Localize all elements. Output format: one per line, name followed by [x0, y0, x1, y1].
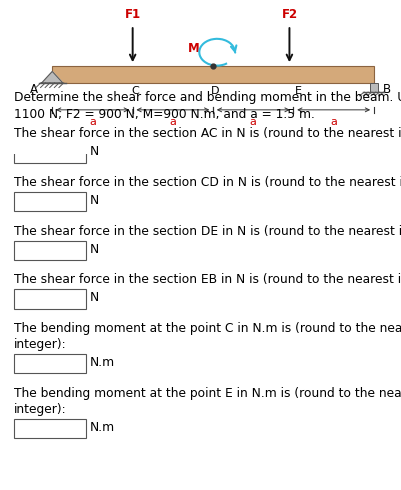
Text: F2: F2	[281, 7, 297, 21]
Bar	[14, 289, 86, 309]
Text: Determine the shear force and bending moment in the beam. Use F1 =: Determine the shear force and bending mo…	[14, 91, 401, 103]
Text: M: M	[187, 42, 198, 55]
Text: A: A	[30, 83, 38, 97]
Text: N: N	[90, 292, 99, 304]
Text: N.m: N.m	[90, 356, 115, 369]
Bar	[14, 418, 86, 438]
Text: integer):: integer):	[14, 338, 67, 351]
Text: B: B	[382, 83, 390, 97]
Text: The shear force in the section AC in N is (round to the nearest integer):: The shear force in the section AC in N i…	[14, 127, 401, 140]
Text: a: a	[329, 117, 336, 127]
Text: C: C	[131, 86, 139, 96]
Text: The bending moment at the point E in N.m is (round to the nearest: The bending moment at the point E in N.m…	[14, 387, 401, 400]
Text: N: N	[90, 243, 99, 256]
Text: The shear force in the section CD in N is (round to the nearest integer):: The shear force in the section CD in N i…	[14, 176, 401, 189]
Bar	[14, 241, 86, 260]
Text: F1: F1	[124, 7, 140, 21]
Bar	[14, 192, 86, 211]
Bar	[14, 143, 86, 163]
Text: E: E	[294, 86, 301, 96]
Text: N: N	[90, 194, 99, 207]
Text: N.m: N.m	[90, 420, 115, 434]
Text: a: a	[89, 117, 96, 127]
Bar	[14, 354, 86, 373]
Text: N: N	[90, 145, 99, 158]
Polygon shape	[52, 66, 373, 83]
Text: D: D	[211, 86, 219, 96]
Text: a: a	[249, 117, 256, 127]
Text: The bending moment at the point C in N.m is (round to the nearest: The bending moment at the point C in N.m…	[14, 322, 401, 335]
Text: The shear force in the section DE in N is (round to the nearest integer):: The shear force in the section DE in N i…	[14, 225, 401, 238]
Text: 1100 N, F2 = 900 N, M=900 N.m, and a = 1.5 m.: 1100 N, F2 = 900 N, M=900 N.m, and a = 1…	[14, 108, 314, 121]
Bar	[369, 83, 377, 92]
Text: The shear force in the section EB in N is (round to the nearest integer):: The shear force in the section EB in N i…	[14, 273, 401, 287]
Text: a: a	[169, 117, 176, 127]
Polygon shape	[42, 72, 63, 83]
Text: integer):: integer):	[14, 403, 67, 416]
